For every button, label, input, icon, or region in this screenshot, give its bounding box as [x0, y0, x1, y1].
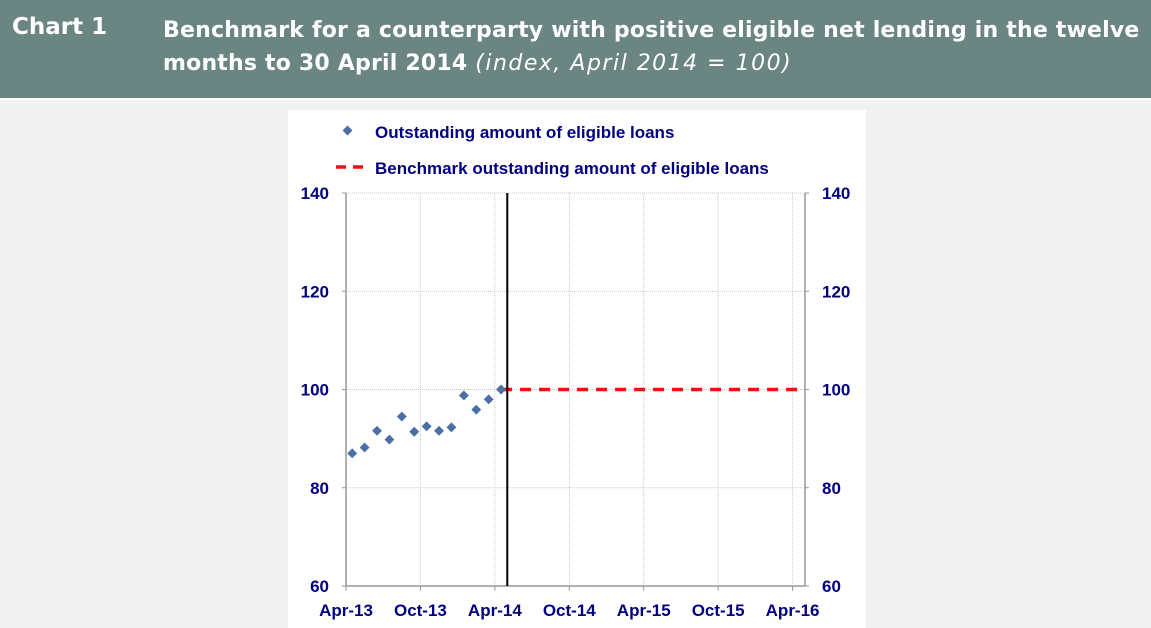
legend-diamond-icon: [342, 125, 353, 136]
x-tick-label: Oct-13: [394, 601, 447, 620]
y-tick-label-left: 80: [310, 479, 329, 498]
y-tick-label-right: 140: [822, 184, 850, 203]
data-point-diamond: [372, 425, 382, 436]
y-tick-label-right: 60: [822, 577, 841, 596]
chart-title: Benchmark for a counterparty with positi…: [163, 14, 1143, 80]
data-point-diamond: [483, 394, 494, 405]
x-tick-label: Apr-16: [766, 601, 820, 620]
data-point-diamond: [458, 390, 469, 401]
data-point-diamond: [359, 442, 370, 453]
data-point-diamond: [347, 448, 358, 459]
data-point-diamond: [396, 411, 407, 422]
chart-title-text: Benchmark for a counterparty with positi…: [163, 18, 1140, 76]
chart-panel: [288, 110, 866, 628]
y-tick-label-left: 100: [301, 381, 329, 400]
data-point-diamond: [409, 426, 420, 437]
data-point-diamond: [384, 434, 395, 445]
x-tick-label: Oct-15: [692, 601, 745, 620]
data-point-diamond: [446, 422, 457, 433]
y-tick-label-right: 120: [822, 282, 850, 301]
chart-header: Chart 1 Benchmark for a counterparty wit…: [0, 0, 1151, 100]
legend-label-outstanding: Outstanding amount of eligible loans: [375, 123, 674, 142]
x-tick-label: Apr-15: [617, 601, 671, 620]
x-tick-label: Apr-14: [468, 601, 522, 620]
x-tick-label: Apr-13: [319, 601, 373, 620]
legend-label-benchmark: Benchmark outstanding amount of eligible…: [375, 159, 769, 178]
y-tick-label-right: 100: [822, 381, 850, 400]
y-tick-label-left: 140: [301, 184, 329, 203]
y-tick-label-left: 60: [310, 577, 329, 596]
data-point-diamond: [421, 421, 432, 432]
data-point-diamond: [496, 384, 507, 395]
data-point-diamond: [434, 425, 444, 436]
chart-number: Chart 1: [12, 14, 108, 40]
chart-subtitle: (index, April 2014 = 100): [475, 51, 793, 76]
data-point-diamond: [471, 404, 482, 415]
x-tick-label: Oct-14: [543, 601, 596, 620]
y-tick-label-right: 80: [822, 479, 841, 498]
y-tick-label-left: 120: [301, 282, 329, 301]
